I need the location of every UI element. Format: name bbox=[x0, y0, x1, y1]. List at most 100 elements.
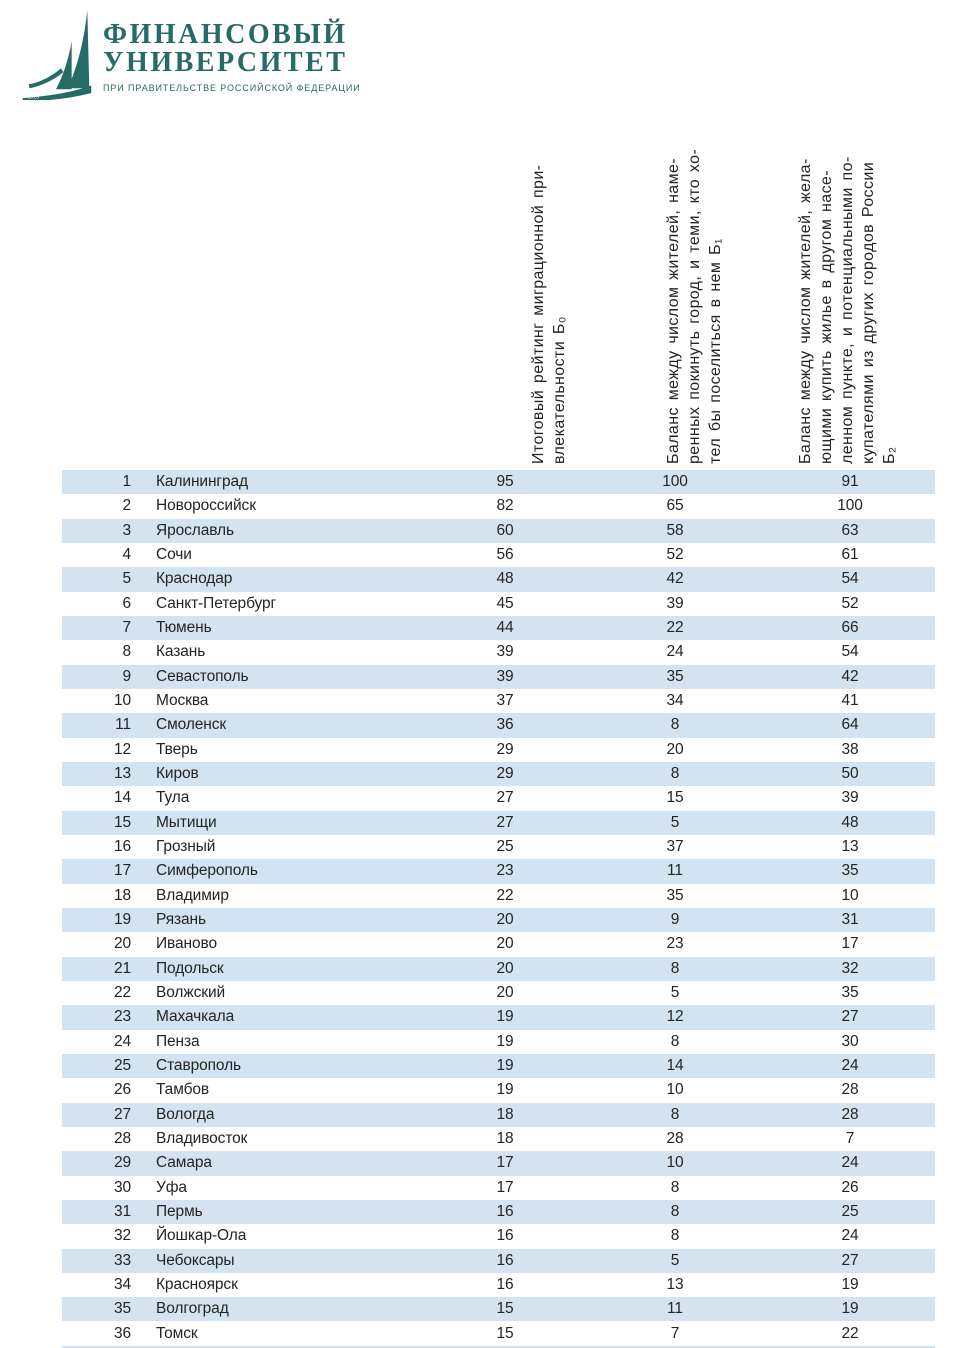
rank-cell: 7 bbox=[122, 619, 131, 637]
table-row: 10 Москва 37 34 41 bbox=[62, 689, 935, 713]
b2-cell: 28 bbox=[841, 1081, 859, 1099]
b2-cell: 39 bbox=[841, 789, 859, 807]
b0-cell: 17 bbox=[496, 1154, 514, 1172]
table-row: 33 Чебоксары 16 5 27 bbox=[62, 1248, 935, 1273]
b0-cell: 48 bbox=[496, 570, 514, 588]
rank-cell: 28 bbox=[113, 1130, 131, 1148]
b2-cell: 61 bbox=[841, 546, 859, 564]
rank-cell: 25 bbox=[113, 1057, 131, 1075]
rank-cell: 33 bbox=[113, 1251, 131, 1269]
b1-cell: 8 bbox=[670, 1032, 680, 1050]
b2-cell: 63 bbox=[841, 521, 859, 539]
b1-cell: 58 bbox=[666, 521, 684, 539]
b1-cell: 7 bbox=[670, 1324, 680, 1342]
b2-cell: 66 bbox=[841, 619, 859, 637]
b1-cell: 28 bbox=[666, 1130, 684, 1148]
b1-cell: 8 bbox=[670, 1203, 680, 1220]
b1-cell: 8 bbox=[670, 1178, 680, 1196]
sail-logo-icon: 1919 bbox=[22, 9, 92, 100]
city-cell: Владивосток bbox=[156, 1130, 248, 1148]
b1-cell: 13 bbox=[666, 1275, 684, 1293]
b2-cell: 24 bbox=[841, 1057, 859, 1075]
b0-cell: 19 bbox=[496, 1057, 514, 1075]
table-row: 29 Самара 17 10 24 bbox=[62, 1151, 935, 1176]
b1-cell: 12 bbox=[666, 1008, 684, 1026]
table-row: 6 Санкт-Петербург 45 39 52 bbox=[62, 592, 935, 616]
b2-cell: 38 bbox=[841, 740, 859, 758]
rating-table: 1 Калининград 95 100 91 2 Новороссийск 8… bbox=[62, 470, 935, 1346]
rank-cell: 26 bbox=[113, 1081, 131, 1099]
b2-cell: 54 bbox=[841, 643, 859, 661]
b2-cell: 28 bbox=[841, 1105, 859, 1123]
university-logo: 1919 ФИНАНСОВЫЙ УНИВЕРСИТЕТ ПРИ ПРАВИТЕЛ… bbox=[18, 8, 361, 100]
b2-cell: 7 bbox=[845, 1130, 855, 1148]
b2-cell: 42 bbox=[841, 667, 859, 685]
partial-next-row-band bbox=[62, 1346, 935, 1348]
logo-subtitle: ПРИ ПРАВИТЕЛЬСТВЕ РОССИЙСКОЙ ФЕДЕРАЦИИ bbox=[103, 83, 361, 93]
city-cell: Севастополь bbox=[156, 667, 249, 685]
rank-cell: 10 bbox=[113, 692, 131, 710]
table-row: 27 Вологда 18 8 28 bbox=[62, 1102, 935, 1127]
table-row: 2 Новороссийск 82 65 100 bbox=[62, 494, 935, 518]
b0-cell: 27 bbox=[496, 789, 514, 807]
table-row: 32 Йошкар-Ола 16 8 24 bbox=[62, 1224, 935, 1248]
b2-cell: 19 bbox=[841, 1300, 859, 1318]
city-cell: Самара bbox=[156, 1154, 212, 1172]
b0-cell: 15 bbox=[496, 1324, 514, 1342]
b1-cell: 42 bbox=[666, 570, 684, 588]
city-cell: Симферополь bbox=[156, 862, 258, 880]
rank-cell: 12 bbox=[113, 740, 131, 758]
table-row: 14 Тула 27 15 39 bbox=[62, 786, 935, 810]
logo-title-line1: ФИНАНСОВЫЙ bbox=[103, 19, 348, 50]
logo-text: ФИНАНСОВЫЙ УНИВЕРСИТЕТ ПРИ ПРАВИТЕЛЬСТВЕ… bbox=[103, 19, 361, 94]
b0-cell: 15 bbox=[496, 1300, 514, 1318]
city-cell: Санкт-Петербург bbox=[156, 594, 277, 612]
rank-cell: 34 bbox=[113, 1275, 131, 1293]
b1-cell: 52 bbox=[666, 546, 684, 564]
city-cell: Рязань bbox=[156, 911, 206, 929]
column-headers: Итоговый рейтинг миграционной при- влека… bbox=[0, 106, 960, 464]
b0-cell: 44 bbox=[496, 619, 514, 637]
b1-cell: 22 bbox=[666, 619, 684, 637]
b2-cell: 24 bbox=[841, 1227, 859, 1245]
b1-cell: 5 bbox=[670, 813, 680, 831]
rank-cell: 14 bbox=[113, 789, 131, 807]
b1-cell: 8 bbox=[670, 1105, 680, 1123]
city-cell: Новороссийск bbox=[156, 497, 256, 515]
rank-cell: 35 bbox=[113, 1300, 131, 1318]
rank-cell: 15 bbox=[113, 813, 131, 831]
b0-cell: 19 bbox=[496, 1081, 514, 1099]
b1-cell: 39 bbox=[666, 594, 684, 612]
rank-cell: 16 bbox=[113, 838, 131, 856]
b2-cell: 50 bbox=[841, 765, 859, 783]
rank-cell: 27 bbox=[113, 1105, 131, 1123]
table-row: 25 Ставрополь 19 14 24 bbox=[62, 1053, 935, 1079]
b1-cell: 5 bbox=[670, 984, 680, 1002]
table-row: 12 Тверь 29 20 38 bbox=[62, 738, 935, 762]
city-cell: Москва bbox=[156, 692, 209, 710]
b2-cell: 54 bbox=[841, 570, 859, 588]
b0-cell: 20 bbox=[496, 959, 514, 977]
rank-cell: 6 bbox=[122, 594, 131, 612]
b2-cell: 13 bbox=[841, 838, 859, 856]
b0-cell: 45 bbox=[496, 594, 514, 612]
b1-cell: 24 bbox=[666, 643, 684, 661]
b0-cell: 22 bbox=[496, 886, 514, 904]
b0-cell: 60 bbox=[496, 521, 514, 539]
city-cell: Волжский bbox=[156, 984, 226, 1002]
city-cell: Сочи bbox=[156, 546, 192, 564]
table-row: 9 Севастополь 39 35 42 bbox=[62, 664, 935, 689]
b0-cell: 19 bbox=[496, 1008, 514, 1026]
city-cell: Уфа bbox=[156, 1178, 187, 1196]
rank-cell: 5 bbox=[122, 570, 131, 588]
table-row: 1 Калининград 95 100 91 bbox=[62, 470, 935, 495]
rank-cell: 22 bbox=[113, 984, 131, 1002]
rank-cell: 13 bbox=[113, 765, 131, 783]
city-cell: Йошкар-Ола bbox=[156, 1227, 247, 1245]
rank-cell: 21 bbox=[113, 959, 131, 977]
b1-cell: 8 bbox=[670, 1227, 680, 1245]
city-cell: Ставрополь bbox=[156, 1057, 242, 1075]
table-row: 34 Красноярск 16 13 19 bbox=[62, 1273, 935, 1297]
city-cell: Краснодар bbox=[156, 570, 233, 588]
table-row: 21 Подольск 20 8 32 bbox=[62, 956, 935, 981]
